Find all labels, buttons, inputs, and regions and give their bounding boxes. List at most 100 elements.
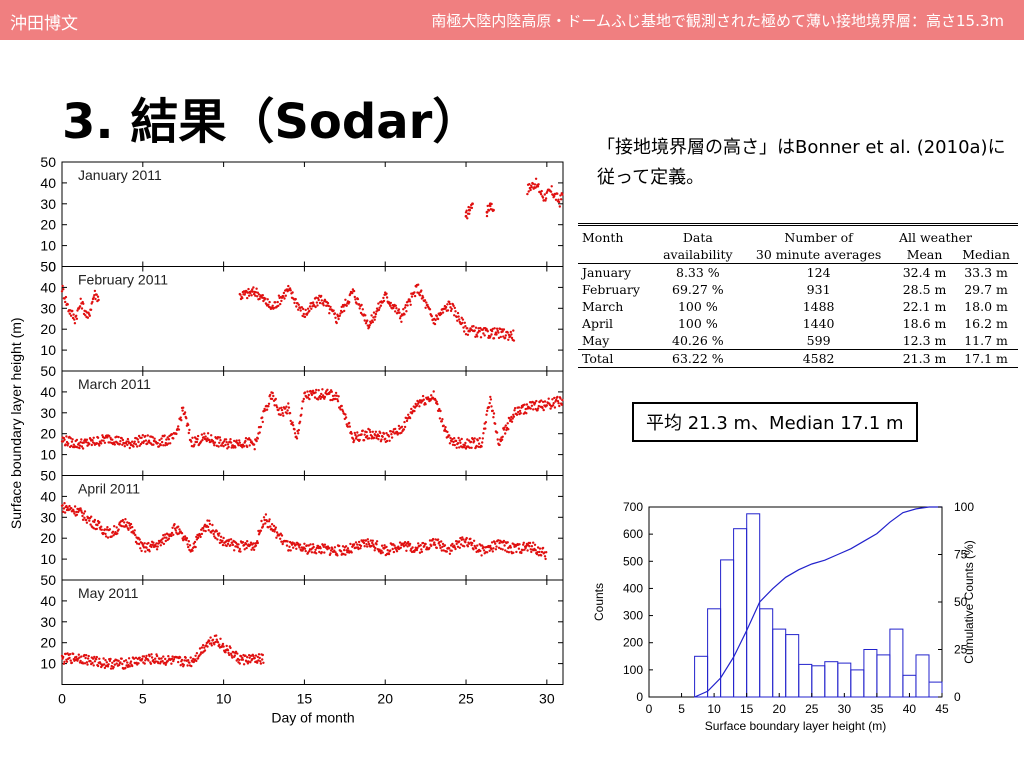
data-point: [287, 549, 291, 552]
data-point: [421, 541, 425, 545]
data-point: [198, 647, 202, 650]
data-point: [297, 308, 300, 311]
data-point: [211, 638, 215, 641]
data-point: [213, 643, 216, 646]
data-point: [128, 446, 131, 450]
data-point: [282, 291, 286, 295]
data-point: [261, 420, 264, 424]
data-point: [517, 410, 520, 414]
data-point: [533, 401, 537, 405]
data-point: [264, 513, 268, 516]
histogram-bar: [798, 663, 813, 698]
table-cell: 17.1 m: [954, 349, 1018, 368]
data-point: [371, 430, 374, 433]
data-point: [306, 312, 309, 315]
data-point: [493, 540, 496, 544]
data-point: [400, 431, 403, 434]
data-point: [75, 513, 79, 516]
data-point: [371, 320, 374, 324]
data-point: [194, 545, 197, 549]
data-point: [153, 437, 156, 440]
data-point: [126, 665, 130, 669]
data-point: [285, 544, 289, 547]
data-point: [185, 537, 189, 540]
y-tick-label: 50: [40, 259, 56, 275]
data-point: [449, 309, 453, 313]
y-tick-label: 40: [40, 488, 56, 504]
data-point: [446, 430, 449, 434]
data-point: [261, 294, 264, 297]
table-cell: 21.3 m: [894, 349, 955, 368]
data-point: [102, 532, 105, 535]
data-point: [88, 519, 91, 522]
data-point: [408, 542, 412, 546]
data-point: [257, 659, 260, 662]
data-point: [448, 434, 451, 437]
data-point: [430, 394, 433, 397]
data-point: [456, 545, 460, 548]
data-point: [271, 391, 274, 395]
data-point: [379, 304, 383, 307]
data-point: [158, 657, 161, 660]
data-point: [288, 545, 291, 548]
data-point: [463, 444, 466, 447]
data-point: [528, 186, 532, 190]
data-point: [304, 549, 307, 553]
data-point: [230, 654, 233, 657]
data-point: [297, 432, 300, 435]
data-point: [407, 300, 410, 303]
data-point: [385, 292, 388, 295]
data-point: [308, 397, 311, 401]
data-point: [481, 441, 484, 444]
data-point: [359, 547, 362, 550]
histogram-bar: [876, 654, 891, 698]
table-cell: 100 %: [677, 316, 718, 331]
data-point: [396, 311, 399, 315]
data-point: [393, 544, 396, 547]
data-point: [414, 402, 417, 406]
data-point: [249, 438, 252, 442]
data-point: [124, 518, 127, 521]
data-point: [126, 443, 129, 447]
data-point: [138, 444, 141, 447]
data-point: [187, 431, 190, 435]
data-point: [188, 428, 191, 432]
data-point: [303, 547, 307, 550]
data-point: [339, 312, 342, 315]
data-point: [61, 284, 64, 288]
data-point: [392, 430, 395, 433]
data-point: [501, 435, 504, 438]
y-tick-label: 0: [48, 259, 56, 275]
data-point: [540, 399, 543, 402]
data-point: [141, 657, 144, 661]
data-point: [537, 554, 540, 557]
data-point: [453, 306, 456, 310]
data-point: [172, 658, 176, 661]
data-point: [489, 335, 492, 338]
data-point: [511, 417, 514, 420]
data-point: [65, 660, 69, 663]
data-point: [163, 536, 166, 539]
data-point: [284, 294, 287, 297]
data-point: [251, 288, 254, 291]
data-point: [86, 316, 90, 319]
data-point: [264, 409, 267, 412]
histogram-bar: [785, 634, 800, 698]
data-point: [183, 411, 187, 414]
data-point: [533, 543, 537, 546]
data-point: [204, 435, 207, 438]
data-point: [93, 520, 96, 524]
data-point: [285, 405, 288, 408]
data-point: [208, 522, 212, 526]
data-point: [504, 432, 507, 435]
data-point: [316, 297, 320, 300]
data-point: [218, 532, 221, 535]
data-point: [186, 664, 189, 667]
data-point: [500, 438, 504, 441]
data-point: [229, 646, 232, 650]
data-point: [65, 658, 68, 661]
data-point: [530, 545, 534, 548]
data-point: [476, 544, 479, 547]
data-point: [164, 539, 167, 543]
data-point: [441, 418, 444, 421]
